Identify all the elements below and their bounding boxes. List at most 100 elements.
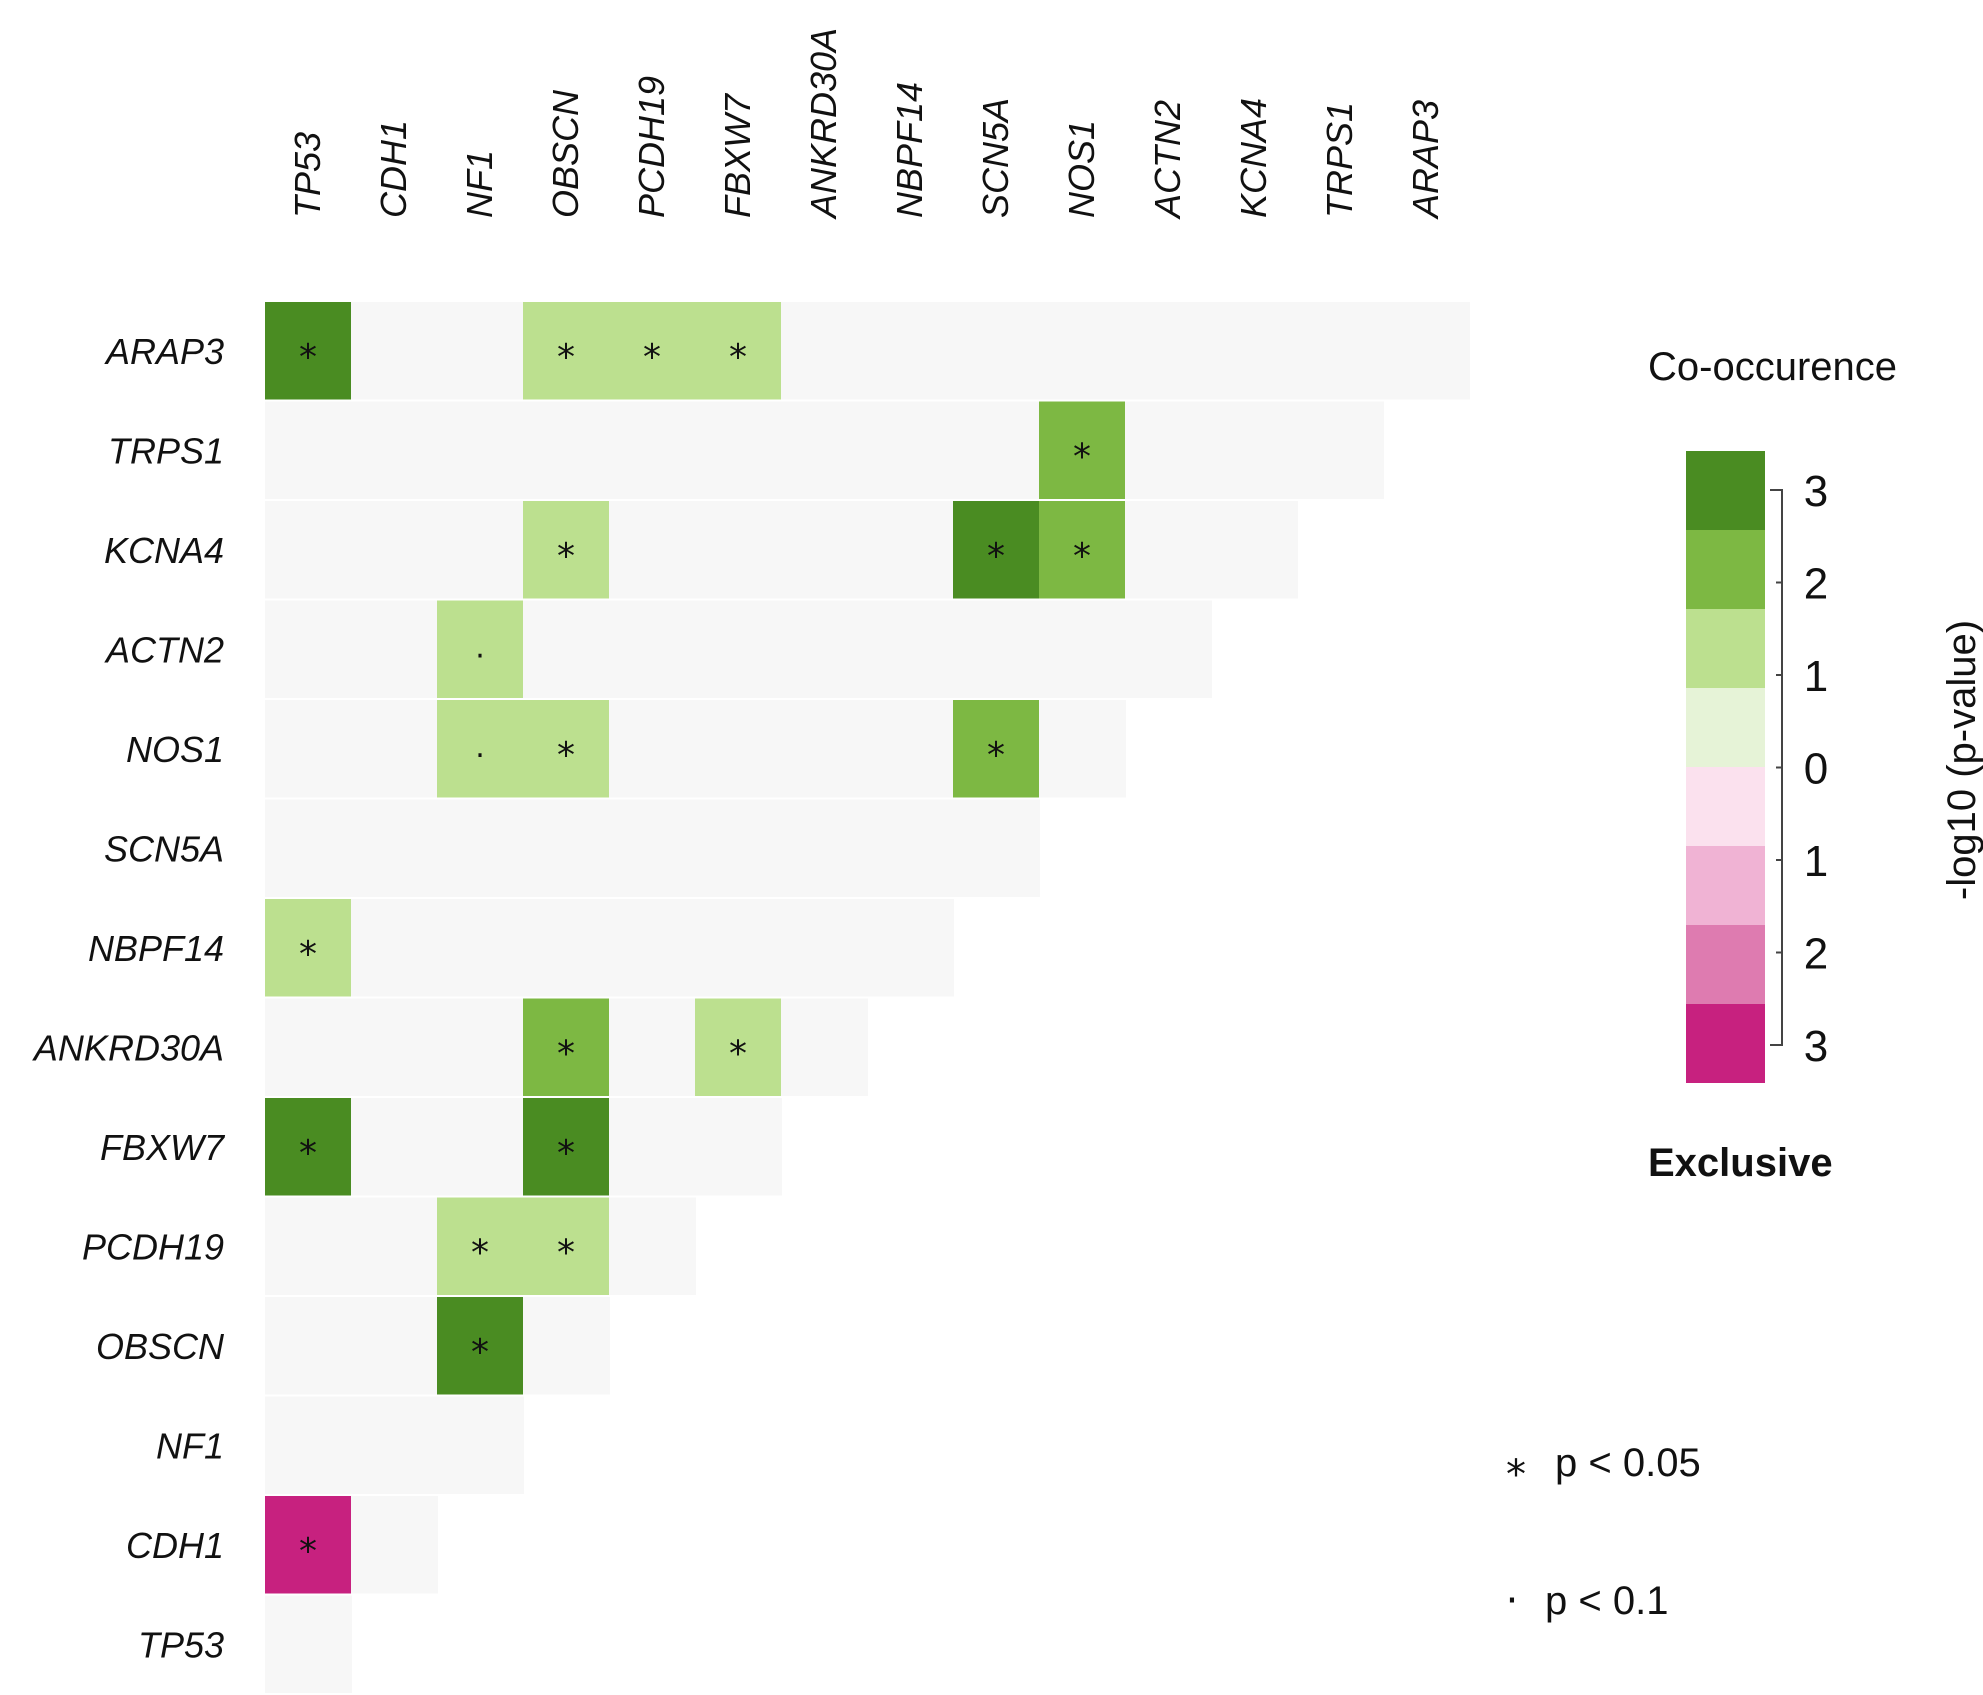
col-label-fbxw7: FBXW7 — [717, 92, 758, 218]
cell-arap3-obscn — [523, 302, 609, 400]
cell-kcna4-scn5a — [953, 501, 1039, 599]
legend-swatch-6 — [1686, 925, 1765, 1004]
cell-ankrd30a-nf1 — [437, 998, 524, 1096]
cell-nbpf14-cdh1 — [351, 899, 438, 997]
cell-nos1-obscn — [523, 700, 609, 798]
cell-trps1-scn5a — [953, 401, 1040, 499]
cell-sig-fbxw7-obscn: * — [557, 1133, 575, 1174]
cell-nf1-nf1 — [437, 1396, 524, 1494]
cell-sig-pcdh19-nf1: * — [471, 1232, 489, 1273]
legend-tick-0: 3 — [1804, 467, 1828, 516]
cell-scn5a-ankrd30a — [781, 799, 868, 897]
cell-nos1-ankrd30a — [781, 700, 868, 798]
cell-nos1-nos1 — [1039, 700, 1126, 798]
cell-cdh1-cdh1 — [351, 1496, 438, 1594]
legend-tick-5: 2 — [1804, 930, 1828, 979]
col-label-arap3: ARAP3 — [1405, 100, 1446, 220]
cell-kcna4-kcna4 — [1211, 501, 1298, 599]
cell-kcna4-nos1 — [1039, 501, 1125, 599]
cell-trps1-pcdh19 — [609, 401, 696, 499]
cell-sig-arap3-tp53: * — [299, 337, 317, 378]
cell-sig-pcdh19-obscn: * — [557, 1232, 575, 1273]
col-label-obscn: OBSCN — [545, 89, 586, 218]
cell-kcna4-ankrd30a — [781, 501, 868, 599]
cell-sig-nos1-scn5a: * — [987, 735, 1005, 776]
cell-scn5a-cdh1 — [351, 799, 438, 897]
cell-arap3-arap3 — [1383, 302, 1470, 400]
cell-arap3-actn2 — [1125, 302, 1212, 400]
cell-actn2-nf1 — [437, 600, 523, 698]
row-label-obscn: OBSCN — [96, 1326, 225, 1367]
col-label-nbpf14: NBPF14 — [889, 82, 930, 218]
legend-swatch-4 — [1686, 767, 1765, 846]
cell-nbpf14-nf1 — [437, 899, 524, 997]
legend-tick-1: 2 — [1804, 560, 1828, 609]
color-legend: Co-occurence 3 2 1 0 1 2 3 -log10 (p-value) Ex… — [1648, 345, 1983, 1185]
cell-trps1-ankrd30a — [781, 401, 868, 499]
cell-nbpf14-nbpf14 — [867, 899, 954, 997]
cell-nbpf14-pcdh19 — [609, 899, 696, 997]
row-label-cdh1: CDH1 — [126, 1525, 224, 1566]
cell-ankrd30a-pcdh19 — [609, 998, 696, 1096]
cell-cdh1-tp53 — [265, 1496, 351, 1594]
cell-nos1-nf1 — [437, 700, 523, 798]
cell-actn2-actn2 — [1125, 600, 1212, 698]
cell-tp53-tp53 — [265, 1595, 352, 1693]
cell-nbpf14-fbxw7 — [695, 899, 782, 997]
cell-fbxw7-obscn — [523, 1098, 609, 1196]
legend-swatches — [1686, 451, 1765, 1083]
cell-scn5a-scn5a — [953, 799, 1040, 897]
significance-legend: * p < 0.05 · p < 0.1 — [1506, 1441, 1701, 1624]
cell-kcna4-cdh1 — [351, 501, 438, 599]
cell-actn2-nos1 — [1039, 600, 1126, 698]
cell-nbpf14-ankrd30a — [781, 899, 868, 997]
cell-nf1-cdh1 — [351, 1396, 438, 1494]
cell-sig-fbxw7-tp53: * — [299, 1133, 317, 1174]
cell-kcna4-obscn — [523, 501, 609, 599]
col-label-cdh1: CDH1 — [373, 120, 414, 218]
sig-legend-dot-label: p < 0.1 — [1545, 1579, 1668, 1623]
cell-trps1-nbpf14 — [867, 401, 954, 499]
cell-obscn-tp53 — [265, 1297, 352, 1395]
row-label-kcna4: KCNA4 — [104, 530, 224, 571]
col-label-nos1: NOS1 — [1061, 120, 1102, 218]
cell-sig-actn2-nf1: . — [475, 630, 485, 665]
cell-arap3-nf1 — [437, 302, 524, 400]
sig-legend-star-symbol: * — [1506, 1452, 1526, 1498]
legend-tick-2: 1 — [1804, 652, 1828, 701]
cell-obscn-nf1 — [437, 1297, 523, 1395]
cell-trps1-fbxw7 — [695, 401, 782, 499]
cell-nos1-pcdh19 — [609, 700, 696, 798]
cell-sig-kcna4-nos1: * — [1073, 536, 1091, 577]
row-label-scn5a: SCN5A — [104, 828, 224, 869]
cell-actn2-ankrd30a — [781, 600, 868, 698]
cell-fbxw7-pcdh19 — [609, 1098, 696, 1196]
cell-arap3-kcna4 — [1211, 302, 1298, 400]
cell-sig-arap3-fbxw7: * — [729, 337, 747, 378]
cell-scn5a-pcdh19 — [609, 799, 696, 897]
col-label-nf1: NF1 — [459, 150, 500, 218]
cell-arap3-fbxw7 — [695, 302, 781, 400]
row-label-fbxw7: FBXW7 — [100, 1127, 226, 1168]
cell-sig-kcna4-scn5a: * — [987, 536, 1005, 577]
cell-nos1-cdh1 — [351, 700, 438, 798]
cell-actn2-nbpf14 — [867, 600, 954, 698]
cell-scn5a-obscn — [523, 799, 610, 897]
cell-pcdh19-cdh1 — [351, 1197, 438, 1295]
cell-nbpf14-tp53 — [265, 899, 351, 997]
cell-sig-kcna4-obscn: * — [557, 536, 575, 577]
cell-nbpf14-obscn — [523, 899, 610, 997]
col-label-ankrd30a: ANKRD30A — [803, 28, 844, 220]
legend-swatch-2 — [1686, 609, 1765, 688]
cell-sig-nbpf14-tp53: * — [299, 934, 317, 975]
cell-nf1-tp53 — [265, 1396, 352, 1494]
cell-obscn-obscn — [523, 1297, 610, 1395]
cell-obscn-cdh1 — [351, 1297, 438, 1395]
legend-top-label: Co-occurence — [1648, 345, 1897, 389]
cell-sig-trps1-nos1: * — [1073, 436, 1091, 477]
legend-tick-4: 1 — [1804, 837, 1828, 886]
cell-kcna4-nbpf14 — [867, 501, 954, 599]
cell-trps1-cdh1 — [351, 401, 438, 499]
col-label-pcdh19: PCDH19 — [631, 76, 672, 218]
